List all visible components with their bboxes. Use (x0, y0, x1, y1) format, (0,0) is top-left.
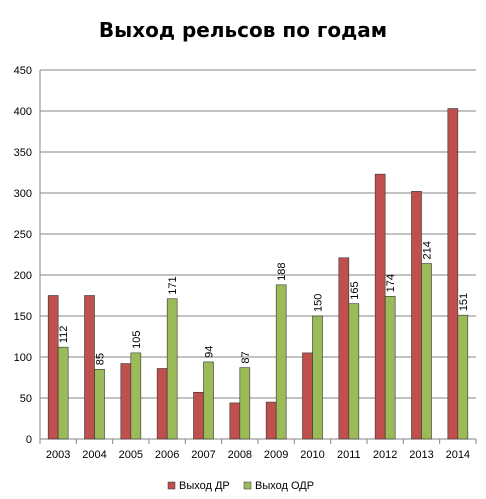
bar-odr (94, 368, 105, 440)
bar-dr (47, 295, 59, 440)
x-tick-label: 2009 (264, 449, 288, 461)
data-label: 85 (95, 353, 107, 365)
bar-odr (166, 298, 178, 440)
x-tick-label: 2005 (119, 449, 143, 461)
data-label: 112 (58, 326, 70, 344)
bar-dr (193, 391, 204, 440)
bar-dr (447, 108, 459, 440)
x-tick-label: 2007 (191, 449, 215, 461)
x-tick-label: 2011 (337, 449, 361, 461)
bar-dr (229, 402, 241, 440)
bar-dr (374, 173, 386, 440)
y-tick-label: 250 (14, 229, 32, 241)
bar-odr (457, 314, 469, 440)
bar-dr (411, 191, 422, 440)
x-tick-label: 2010 (300, 449, 324, 461)
y-tick-label: 450 (14, 65, 32, 77)
y-tick-label: 400 (14, 106, 32, 118)
data-label: 151 (458, 293, 470, 311)
data-label: 174 (385, 274, 397, 292)
bar-odr (384, 296, 396, 440)
bar-dr (265, 401, 277, 440)
y-tick-label: 300 (14, 188, 32, 200)
bar-odr (348, 303, 360, 440)
y-tick-label: 150 (14, 311, 32, 323)
bar-odr (239, 367, 251, 440)
bar-odr (421, 263, 432, 440)
data-label: 171 (167, 276, 179, 294)
y-tick-label: 50 (20, 393, 32, 405)
data-label: 87 (240, 351, 252, 363)
bar-dr (84, 295, 95, 440)
data-label: 214 (422, 241, 434, 259)
bar-odr (203, 361, 214, 440)
x-tick-label: 2012 (373, 449, 397, 461)
legend-item-dr-swatch (167, 481, 176, 490)
x-tick-label: 2008 (228, 449, 252, 461)
x-tick-label: 2014 (446, 449, 470, 461)
data-label: 94 (204, 346, 216, 358)
data-label: 150 (313, 294, 325, 312)
bar-odr (130, 352, 142, 440)
legend-item-dr-label: Выход ДР (179, 480, 230, 492)
x-tick-label: 2004 (82, 449, 106, 461)
bar-dr (120, 363, 132, 440)
legend-item-odr-swatch (243, 481, 252, 490)
bar-odr (312, 315, 323, 440)
data-label: 188 (276, 262, 288, 280)
y-tick-label: 200 (14, 270, 32, 282)
y-tick-label: 350 (14, 147, 32, 159)
chart-title: Выход рельсов по годам (98, 18, 388, 42)
bar-dr (302, 352, 313, 440)
bar-odr (275, 284, 287, 440)
x-tick-label: 2003 (46, 449, 70, 461)
data-label: 165 (349, 281, 361, 299)
x-tick-label: 2006 (155, 449, 179, 461)
y-tick-label: 100 (14, 352, 32, 364)
x-tick-label: 2013 (409, 449, 433, 461)
bar-dr (338, 257, 350, 440)
data-label: 105 (131, 331, 143, 349)
y-tick-label: 0 (26, 434, 32, 446)
bar-odr (57, 346, 69, 440)
legend-item-odr-label: Выход ОДР (255, 480, 314, 492)
bar-dr (156, 368, 168, 440)
